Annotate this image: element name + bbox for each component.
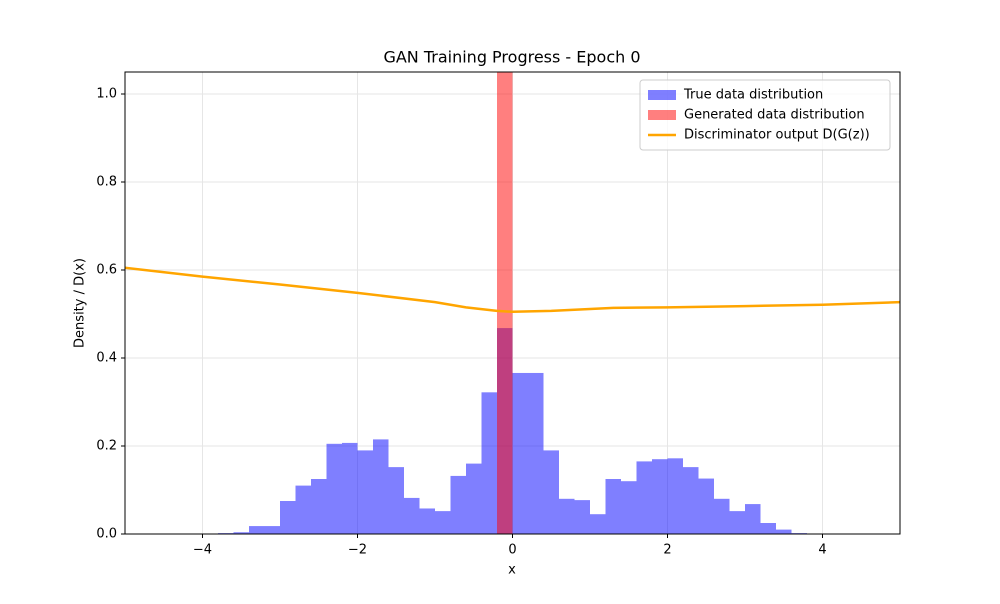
histogram-bar (389, 467, 405, 534)
histogram-bar (435, 511, 451, 534)
y-tick-label: 0.8 (96, 175, 117, 190)
histogram-bar (358, 450, 374, 534)
histogram-bar (466, 464, 482, 534)
histogram-bar (668, 458, 684, 534)
histogram-bar (342, 443, 358, 534)
histogram-bar (714, 499, 730, 534)
histogram-bar (373, 439, 389, 534)
x-tick-label: 0 (508, 543, 516, 558)
x-tick-label: 4 (818, 543, 826, 558)
x-tick-label: −4 (193, 543, 212, 558)
y-tick-label: 0.4 (96, 351, 117, 366)
histogram-bar (621, 481, 637, 534)
histogram-bar (420, 508, 436, 534)
histogram-bar (590, 514, 606, 534)
x-tick-label: 2 (663, 543, 671, 558)
chart-title: GAN Training Progress - Epoch 0 (383, 48, 640, 67)
histogram-bar (776, 530, 792, 534)
x-tick-label: −2 (348, 543, 367, 558)
legend: True data distribution Generated data dis… (640, 80, 890, 150)
legend-label: True data distribution (683, 88, 823, 103)
x-axis-label: x (508, 563, 516, 578)
y-tick-label: 0.2 (96, 439, 117, 454)
histogram-bar (327, 444, 343, 534)
histogram-bar (699, 479, 715, 534)
y-axis-label: Density / D(x) (73, 258, 88, 348)
histogram-bar (280, 501, 296, 534)
legend-label: Discriminator output D(G(z)) (684, 128, 870, 143)
histogram-bar (482, 392, 498, 534)
legend-label: Generated data distribution (684, 108, 865, 123)
histogram-bar (528, 373, 544, 534)
histogram-bar (606, 479, 622, 534)
histogram-bar (730, 511, 746, 534)
legend-swatch (648, 90, 676, 100)
legend-swatch (648, 110, 676, 120)
histogram-bar (559, 499, 575, 534)
histogram-bar (637, 461, 653, 534)
histogram-bar (513, 373, 529, 534)
histogram-bar (451, 476, 467, 534)
histogram-bar (575, 500, 591, 534)
histogram-bar (497, 0, 513, 534)
histogram-bar (296, 486, 312, 534)
histogram-bar (249, 526, 265, 534)
histogram-bar (683, 467, 699, 534)
histogram-bar (404, 498, 420, 534)
histogram-bar (745, 504, 761, 534)
histogram-bar (652, 459, 668, 534)
histogram-bar (265, 526, 281, 534)
y-tick-label: 0.6 (96, 263, 117, 278)
histogram-bar (761, 523, 777, 534)
y-tick-label: 1.0 (96, 87, 117, 102)
y-tick-label: 0.0 (96, 527, 117, 542)
histogram-bar (544, 450, 560, 534)
histogram-bar (311, 479, 327, 534)
